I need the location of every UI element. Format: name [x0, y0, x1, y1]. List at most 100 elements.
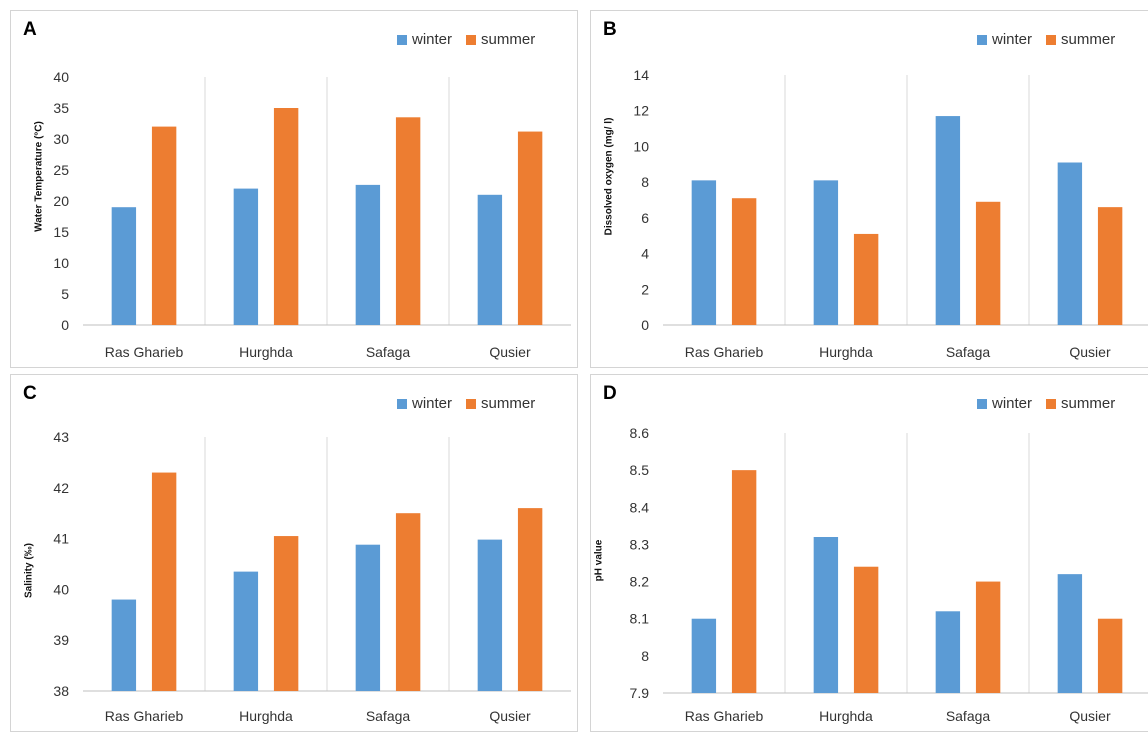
panel-letter: C	[23, 383, 37, 404]
y-tick-label: 41	[53, 531, 69, 547]
bar-winter	[477, 194, 503, 325]
bar-winter	[1057, 574, 1083, 693]
chart-plot: 0 2 4 6 8 10 12 14 Ras Gharieb Hurghda Safaga Qusie…	[633, 67, 1148, 360]
x-category-label: Safaga	[366, 344, 411, 360]
legend-swatch-summer	[466, 34, 477, 45]
y-tick-label: 8.4	[630, 499, 650, 515]
bar-winter	[935, 611, 961, 693]
x-category-label: Ras Gharieb	[105, 708, 184, 724]
x-category-label: Hurghda	[819, 344, 873, 360]
x-category-label: Ras Gharieb	[685, 344, 764, 360]
legend-entry-winter: winter	[977, 395, 1032, 412]
y-tick-label: 8	[641, 174, 649, 190]
x-category-label: Ras Gharieb	[685, 708, 764, 724]
y-tick-label: 35	[53, 100, 69, 116]
panel-letter: B	[603, 19, 617, 40]
bar-summer	[853, 233, 879, 325]
legend-swatch-winter	[397, 34, 407, 45]
y-tick-label: 0	[641, 317, 649, 333]
y-tick-label: 39	[53, 632, 69, 648]
y-tick-label: 42	[53, 480, 69, 496]
bar-winter	[355, 544, 381, 691]
bar-summer	[1097, 618, 1123, 693]
bar-winter	[813, 180, 839, 325]
bar-winter	[691, 180, 717, 325]
x-category-label: Hurghda	[819, 708, 873, 724]
legend-label-winter: winter	[992, 31, 1033, 48]
legend-swatch-summer	[1046, 34, 1057, 45]
chart-plot: 0 5 10 15 20 25 30 35 40 Ras Gharieb Hurghda Safaga…	[53, 69, 571, 360]
y-tick-label: 8.5	[630, 462, 650, 478]
bar-summer	[975, 581, 1001, 693]
bar-winter	[111, 207, 137, 325]
bar-summer	[975, 201, 1001, 325]
panel-letter: D	[603, 383, 617, 404]
bar-winter	[691, 618, 717, 693]
legend: winter summer	[397, 395, 543, 412]
bar-winter	[935, 116, 961, 325]
x-category-label: Qusier	[489, 344, 531, 360]
y-tick-label: 7.9	[630, 685, 650, 701]
bar-winter	[233, 571, 259, 691]
x-category-label: Ras Gharieb	[105, 344, 184, 360]
panel-letter: A	[23, 19, 37, 40]
legend-label-winter: winter	[992, 395, 1033, 412]
y-tick-label: 4	[641, 246, 649, 262]
bar-summer	[517, 131, 543, 325]
legend-entry-summer: summer	[466, 395, 535, 412]
x-category-label: Qusier	[1069, 708, 1111, 724]
legend-entry-winter: winter	[397, 395, 452, 412]
y-tick-label: 38	[53, 683, 69, 699]
bar-summer	[273, 108, 299, 325]
y-tick-label: 8.3	[630, 536, 650, 552]
legend: winter summer	[977, 31, 1123, 48]
x-category-label: Qusier	[489, 708, 531, 724]
chart-panel-a: A winter summer Water Temperature (°C) 0…	[10, 10, 578, 368]
x-category-label: Safaga	[366, 708, 411, 724]
legend-label-winter: winter	[412, 31, 453, 48]
chart-plot: 38 39 40 41 42 43 Ras Gharieb Hurghda Safaga Qusi…	[53, 429, 571, 724]
legend-swatch-summer	[466, 398, 477, 409]
x-category-label: Qusier	[1069, 344, 1111, 360]
bar-summer	[273, 536, 299, 691]
y-tick-label: 8.6	[630, 425, 650, 441]
y-tick-label: 25	[53, 162, 69, 178]
y-tick-label: 14	[633, 67, 649, 83]
legend-label-summer: summer	[1061, 395, 1116, 412]
y-tick-label: 15	[53, 224, 69, 240]
bar-winter	[1057, 162, 1083, 325]
x-category-label: Safaga	[946, 708, 991, 724]
chart-plot: 7.9 8 8.1 8.2 8.3 8.4 8.5 8.6 Ras Gharieb Hurghda…	[630, 425, 1148, 724]
x-category-label: Safaga	[946, 344, 991, 360]
bar-summer	[395, 513, 421, 691]
y-tick-label: 43	[53, 429, 69, 445]
legend-swatch-winter	[977, 398, 987, 409]
bar-summer	[151, 472, 177, 691]
y-tick-label: 8	[641, 648, 649, 664]
bar-summer	[151, 126, 177, 325]
bar-summer	[1097, 207, 1123, 325]
x-category-label: Hurghda	[239, 708, 293, 724]
legend-entry-summer: summer	[1046, 31, 1115, 48]
y-tick-label: 8.1	[630, 611, 650, 627]
legend-entry-winter: winter	[397, 31, 452, 48]
x-category-label: Hurghda	[239, 344, 293, 360]
legend-entry-winter: winter	[977, 31, 1032, 48]
bar-winter	[477, 539, 503, 691]
y-tick-label: 12	[633, 103, 649, 119]
y-tick-label: 0	[61, 317, 69, 333]
y-tick-label: 10	[53, 255, 69, 271]
y-tick-label: 40	[53, 581, 69, 597]
bar-summer	[853, 566, 879, 693]
chart-panel-d: D winter summer pH value 7.9 8 8.1 8.2 8.3 8.…	[590, 374, 1148, 732]
y-tick-label: 5	[61, 286, 69, 302]
legend-label-winter: winter	[412, 395, 453, 412]
legend: winter summer	[397, 31, 543, 48]
y-tick-label: 6	[641, 210, 649, 226]
y-tick-label: 8.2	[630, 574, 650, 590]
legend-label-summer: summer	[1061, 31, 1116, 48]
y-tick-label: 2	[641, 281, 649, 297]
bar-winter	[233, 188, 259, 325]
bar-winter	[813, 537, 839, 693]
legend-entry-summer: summer	[466, 31, 535, 48]
